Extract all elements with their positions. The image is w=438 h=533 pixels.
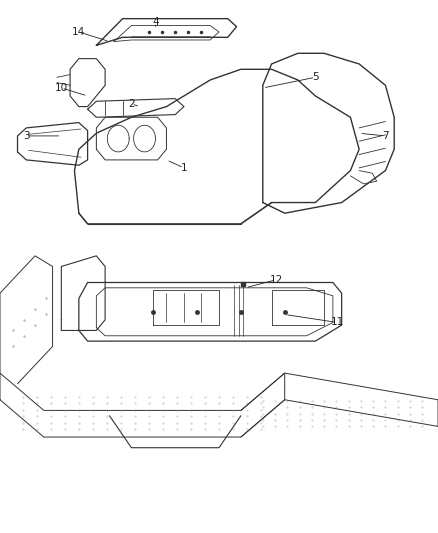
Text: 3: 3 bbox=[23, 131, 30, 141]
Text: 7: 7 bbox=[382, 131, 389, 141]
Text: 12: 12 bbox=[269, 275, 283, 285]
Text: 5: 5 bbox=[312, 72, 319, 82]
Text: 1: 1 bbox=[180, 163, 187, 173]
Text: 2: 2 bbox=[128, 99, 135, 109]
Text: 4: 4 bbox=[152, 18, 159, 27]
Text: 14: 14 bbox=[72, 27, 85, 37]
Text: 10: 10 bbox=[55, 83, 68, 93]
Text: 11: 11 bbox=[331, 318, 344, 327]
